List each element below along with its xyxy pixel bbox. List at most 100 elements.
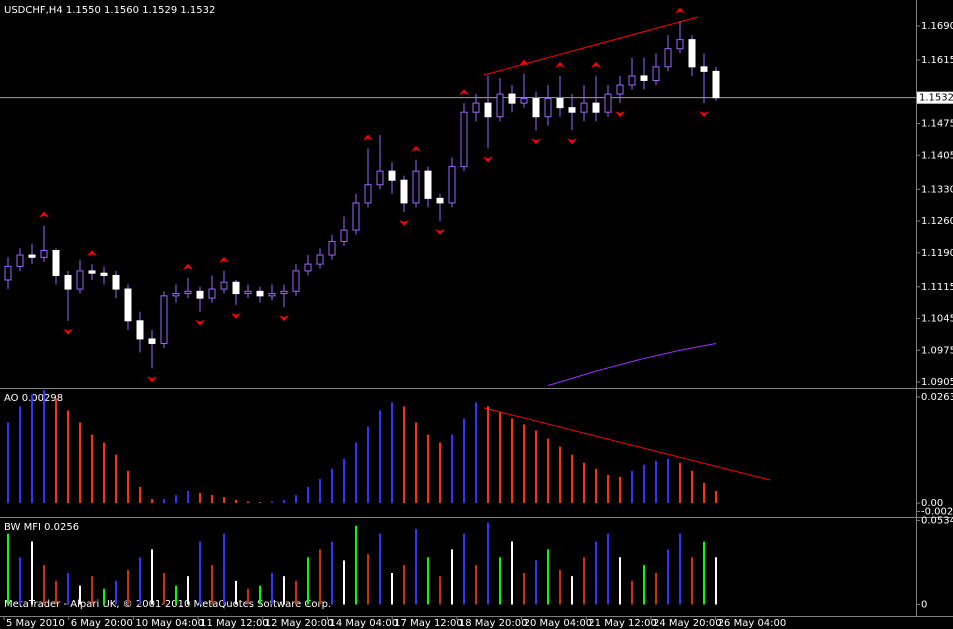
candle-body xyxy=(280,290,288,295)
candle-body xyxy=(160,295,168,344)
candle-body xyxy=(676,39,684,50)
y-tick-label: 0.00 xyxy=(921,498,943,509)
moving-average xyxy=(547,342,717,387)
x-tick-label: 5 May 2010 xyxy=(6,618,65,629)
candle-body xyxy=(436,197,444,204)
x-tick-label: 10 May 04:00 xyxy=(135,618,204,629)
y-tick-label: 1.1190 xyxy=(921,248,953,259)
candle-body xyxy=(376,170,384,186)
candle-body xyxy=(232,281,240,295)
fractal-up xyxy=(411,145,421,152)
fractal-down xyxy=(531,138,541,145)
fractal-down xyxy=(699,111,709,118)
candle-body xyxy=(220,281,228,290)
y-tick-label: 0.02633 xyxy=(921,392,953,403)
candle-body xyxy=(652,66,660,81)
candle-body xyxy=(580,102,588,113)
candle-body xyxy=(520,98,528,104)
fractal-down xyxy=(615,111,625,118)
footer: MetaTrader - Alpari UK, © 2001-2010 Meta… xyxy=(4,599,331,610)
y-tick-label: 0 xyxy=(921,600,927,611)
x-tick-label: 26 May 04:00 xyxy=(718,618,787,629)
y-tick-label: 1.1330 xyxy=(921,184,953,195)
candle-body xyxy=(472,102,480,113)
candle-body xyxy=(604,93,612,113)
fractal-down xyxy=(63,328,73,335)
candle-body xyxy=(208,288,216,299)
fractal-down xyxy=(147,376,157,383)
candle-body xyxy=(256,290,264,297)
y-tick-label: 1.1475 xyxy=(921,119,953,130)
x-tick-label: 17 May 12:00 xyxy=(394,618,463,629)
fractal-up xyxy=(363,134,373,141)
candle-body xyxy=(100,272,108,276)
candle-body xyxy=(664,48,672,68)
candle-body xyxy=(400,179,408,204)
trend-line xyxy=(483,407,771,481)
fractal-up xyxy=(39,211,49,218)
fractal-down xyxy=(567,138,577,145)
x-tick-label: 12 May 20:00 xyxy=(265,618,334,629)
price-title: USDCHF,H4 1.1550 1.1560 1.1529 1.1532 xyxy=(4,5,215,16)
candle-body xyxy=(460,111,468,168)
fractal-down xyxy=(399,219,409,226)
fractal-down xyxy=(195,319,205,326)
candle-body xyxy=(328,240,336,256)
candle-body xyxy=(364,184,372,204)
y-tick-label: 1.1260 xyxy=(921,216,953,227)
y-tick-label: 1.0905 xyxy=(921,377,953,388)
x-tick-label: 11 May 12:00 xyxy=(200,618,269,629)
candle-body xyxy=(568,107,576,113)
x-tick-label: 20 May 04:00 xyxy=(524,618,593,629)
candle-body xyxy=(4,265,12,281)
fractal-up xyxy=(555,61,565,68)
candle-body xyxy=(64,274,72,290)
candle-body xyxy=(316,254,324,265)
candle-body xyxy=(88,270,96,274)
candle-body xyxy=(556,98,564,109)
candle-body xyxy=(340,229,348,242)
candle-body xyxy=(268,293,276,297)
candle-body xyxy=(76,270,84,290)
fractal-up xyxy=(675,7,685,14)
x-tick-label: 21 May 12:00 xyxy=(588,618,657,629)
candle-body xyxy=(28,254,36,258)
candle-body xyxy=(124,288,132,322)
candle-body xyxy=(496,93,504,118)
candle-body xyxy=(640,75,648,81)
candle-body xyxy=(196,290,204,299)
candle-body xyxy=(184,290,192,295)
candle-body xyxy=(688,39,696,68)
fractal-down xyxy=(279,315,289,322)
candle-body xyxy=(712,70,720,99)
current-price-box xyxy=(917,91,953,104)
y-tick-label: 0.0534 xyxy=(921,515,953,526)
x-tick-label: 6 May 20:00 xyxy=(71,618,133,629)
candle-body xyxy=(148,338,156,344)
candle-body xyxy=(592,102,600,113)
candle-body xyxy=(40,250,48,258)
candle-body xyxy=(112,274,120,290)
mfi-title: BW MFI 0.0256 xyxy=(4,522,79,533)
candle-body xyxy=(508,93,516,104)
candle-body xyxy=(304,263,312,272)
fractal-down xyxy=(435,229,445,236)
candle-body xyxy=(424,170,432,199)
x-tick-label: 18 May 20:00 xyxy=(459,618,528,629)
current-price-label: 1.1532 xyxy=(919,93,953,104)
fractal-up xyxy=(87,250,97,257)
candle-body xyxy=(544,98,552,118)
candle-body xyxy=(136,320,144,340)
y-tick-label: 1.1615 xyxy=(921,55,953,66)
candle-body xyxy=(52,250,60,276)
candle-body xyxy=(388,170,396,181)
x-tick-label: 24 May 20:00 xyxy=(653,618,722,629)
candle-body xyxy=(244,290,252,295)
fractal-up xyxy=(459,89,469,96)
fractal-up xyxy=(183,263,193,270)
candle-body xyxy=(352,202,360,231)
candle-body xyxy=(16,254,24,267)
candle-body xyxy=(628,75,636,86)
